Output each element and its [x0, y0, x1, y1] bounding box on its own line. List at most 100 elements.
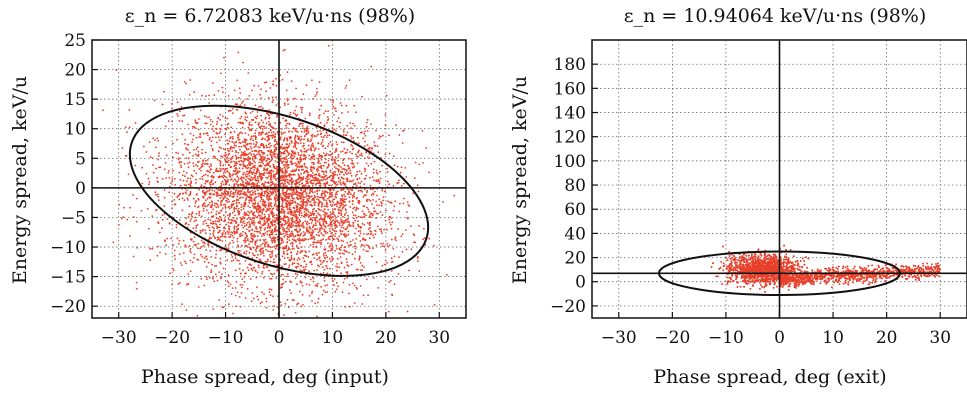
data-point — [337, 164, 339, 166]
data-point — [320, 260, 322, 262]
data-point — [271, 253, 273, 255]
data-point — [359, 235, 361, 237]
data-point — [365, 250, 367, 252]
data-point — [287, 209, 289, 211]
data-point — [386, 95, 388, 97]
data-point — [340, 182, 342, 184]
data-point — [293, 207, 295, 209]
data-point — [331, 217, 333, 219]
data-point — [269, 153, 271, 155]
data-point — [164, 189, 166, 191]
data-point — [337, 266, 339, 268]
data-point — [257, 202, 259, 204]
data-point — [348, 172, 350, 174]
data-point — [205, 152, 207, 154]
data-point — [236, 196, 238, 198]
data-point — [258, 207, 260, 209]
data-point — [164, 197, 166, 199]
data-point — [251, 229, 253, 231]
data-point — [334, 162, 336, 164]
data-point — [312, 153, 314, 155]
data-point — [162, 219, 164, 221]
data-point — [265, 239, 267, 241]
data-point — [298, 154, 300, 156]
data-point — [344, 267, 346, 269]
data-point — [248, 163, 250, 165]
data-point — [184, 184, 186, 186]
data-point — [292, 215, 294, 217]
data-point — [237, 170, 239, 172]
data-point — [237, 157, 239, 159]
data-point — [188, 157, 190, 159]
data-point — [218, 136, 220, 138]
data-point — [266, 160, 268, 162]
data-point — [237, 225, 239, 227]
data-point — [329, 196, 331, 198]
data-point — [245, 192, 247, 194]
data-point — [316, 234, 318, 236]
data-point — [269, 142, 271, 144]
data-point — [284, 183, 286, 185]
data-point — [289, 143, 291, 145]
data-point — [208, 244, 210, 246]
data-point — [240, 104, 242, 106]
data-point — [303, 231, 305, 233]
data-point — [366, 200, 368, 202]
data-point — [380, 178, 382, 180]
data-point — [284, 148, 286, 150]
data-point — [226, 224, 228, 226]
data-point — [244, 146, 246, 148]
data-point — [236, 80, 238, 82]
data-point — [335, 130, 337, 132]
data-point — [254, 215, 256, 217]
data-point — [359, 190, 361, 192]
data-point — [202, 163, 204, 165]
data-point — [390, 224, 392, 226]
data-point — [305, 264, 307, 266]
data-point — [171, 103, 173, 105]
data-point — [257, 239, 259, 241]
data-point — [313, 182, 315, 184]
data-point — [339, 179, 341, 181]
data-point — [275, 234, 277, 236]
data-point — [181, 264, 183, 266]
data-point — [312, 143, 314, 145]
data-point — [314, 150, 316, 152]
data-point — [266, 147, 268, 149]
data-point — [389, 354, 391, 356]
data-point — [287, 257, 289, 259]
data-point — [283, 283, 285, 285]
data-point — [369, 227, 371, 229]
data-point — [268, 208, 270, 210]
data-point — [354, 192, 356, 194]
data-point — [200, 278, 202, 280]
data-point — [323, 199, 325, 201]
data-point — [306, 227, 308, 229]
data-point — [374, 161, 376, 163]
data-point — [272, 101, 274, 103]
data-point — [229, 208, 231, 210]
data-point — [311, 291, 313, 293]
data-point — [330, 243, 332, 245]
data-point — [335, 266, 337, 268]
data-point — [324, 162, 326, 164]
data-point — [332, 102, 334, 104]
data-point — [195, 153, 197, 155]
data-point — [248, 221, 250, 223]
data-point — [333, 202, 335, 204]
data-point — [216, 133, 218, 135]
data-point — [217, 280, 219, 282]
data-point — [214, 265, 216, 267]
data-point — [195, 200, 197, 202]
data-point — [287, 160, 289, 162]
data-point — [264, 133, 266, 135]
data-point — [298, 170, 300, 172]
data-point — [242, 127, 244, 129]
data-point — [285, 200, 287, 202]
data-point — [265, 298, 267, 300]
data-point — [367, 245, 369, 247]
data-point — [245, 113, 247, 115]
data-point — [330, 225, 332, 227]
data-point — [286, 241, 288, 243]
data-point — [261, 197, 263, 199]
